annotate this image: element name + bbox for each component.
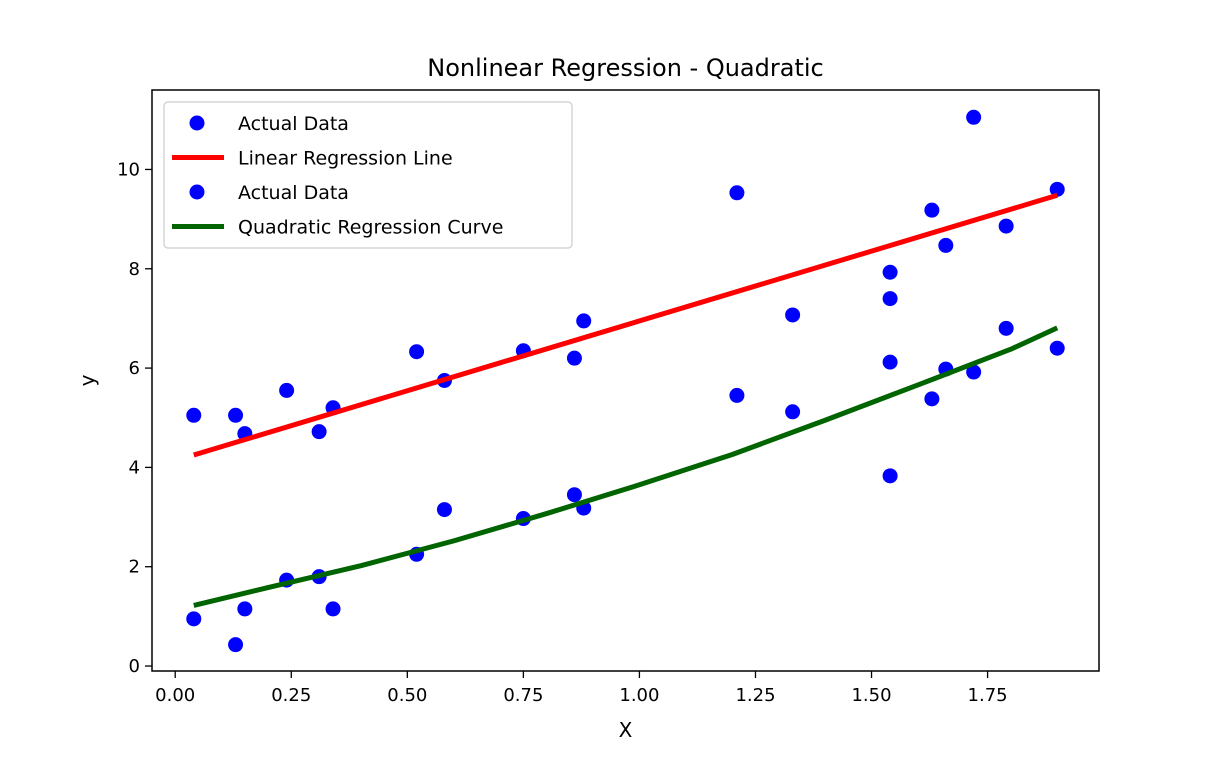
data-point-actual-data-3 — [237, 601, 253, 617]
data-point-actual-data-1 — [998, 218, 1014, 234]
data-point-actual-data-1 — [966, 109, 982, 125]
y-axis-label: y — [75, 374, 99, 386]
data-point-actual-data-3 — [785, 404, 801, 420]
data-point-actual-data-3 — [966, 364, 982, 380]
series-line-linear-regression-line — [193, 192, 1058, 458]
data-point-actual-data-3 — [186, 611, 202, 627]
legend-label-actual-data-2: Actual Data — [238, 182, 349, 204]
data-point-actual-data-1 — [409, 344, 425, 360]
data-point-actual-data-3 — [1049, 340, 1065, 356]
data-point-actual-data-3 — [882, 354, 898, 370]
data-point-actual-data-1 — [785, 307, 801, 323]
plot-frame — [151, 89, 1100, 672]
data-point-actual-data-1 — [938, 237, 954, 253]
x-tick-label: 1.00 — [619, 685, 659, 706]
data-point-actual-data-3 — [325, 601, 341, 617]
y-tick-label: 6 — [129, 358, 140, 379]
data-point-actual-data-1 — [311, 424, 327, 440]
legend: Actual Data Linear Regression Line Actua… — [163, 101, 573, 249]
x-tick-label: 1.25 — [735, 685, 775, 706]
data-point-actual-data-3 — [882, 468, 898, 484]
data-point-actual-data-3 — [228, 637, 244, 653]
y-tick-label: 8 — [129, 259, 140, 280]
data-point-actual-data-3 — [566, 487, 582, 503]
data-point-actual-data-1 — [1049, 181, 1065, 197]
data-point-actual-data-3 — [436, 502, 452, 518]
x-tick-label: 0.75 — [503, 685, 543, 706]
y-tick-label: 0 — [129, 656, 140, 677]
data-point-actual-data-1 — [924, 202, 940, 218]
data-point-actual-data-1 — [279, 382, 295, 398]
y-tick-label: 2 — [129, 557, 140, 578]
legend-marker-actual-data-2 — [189, 184, 205, 200]
data-point-actual-data-1 — [882, 291, 898, 307]
x-tick-label: 0.50 — [387, 685, 427, 706]
series-line-quadratic-regression-curve — [193, 325, 1059, 608]
data-point-actual-data-1 — [566, 350, 582, 366]
ticks-layer: 0.00 0.25 0.50 0.75 1.00 1.25 1.50 1.75 0 2 4 6 8 10 — [117, 159, 1008, 706]
legend-label-actual-data-1: Actual Data — [238, 113, 349, 135]
data-point-actual-data-1 — [576, 313, 592, 329]
legend-marker-actual-data-1 — [189, 115, 205, 131]
data-point-actual-data-1 — [882, 264, 898, 280]
data-point-actual-data-1 — [729, 185, 745, 201]
y-tick-label: 10 — [117, 159, 140, 180]
legend-label-quadratic-regression-curve: Quadratic Regression Curve — [238, 217, 503, 239]
data-point-actual-data-3 — [924, 391, 940, 407]
y-tick-label: 4 — [129, 457, 140, 478]
x-tick-label: 1.50 — [851, 685, 891, 706]
x-tick-label: 1.75 — [968, 685, 1008, 706]
x-tick-label: 0.25 — [271, 685, 311, 706]
data-point-actual-data-1 — [186, 407, 202, 423]
data-point-actual-data-3 — [998, 320, 1014, 336]
plot-layer — [186, 109, 1065, 653]
legend-label-linear-regression-line: Linear Regression Line — [238, 148, 453, 170]
data-point-actual-data-1 — [228, 407, 244, 423]
data-point-actual-data-3 — [729, 387, 745, 403]
x-axis-label: X — [619, 718, 633, 742]
x-tick-label: 0.00 — [155, 685, 195, 706]
legend-box — [163, 101, 573, 249]
chart-title: Nonlinear Regression - Quadratic — [427, 54, 823, 82]
